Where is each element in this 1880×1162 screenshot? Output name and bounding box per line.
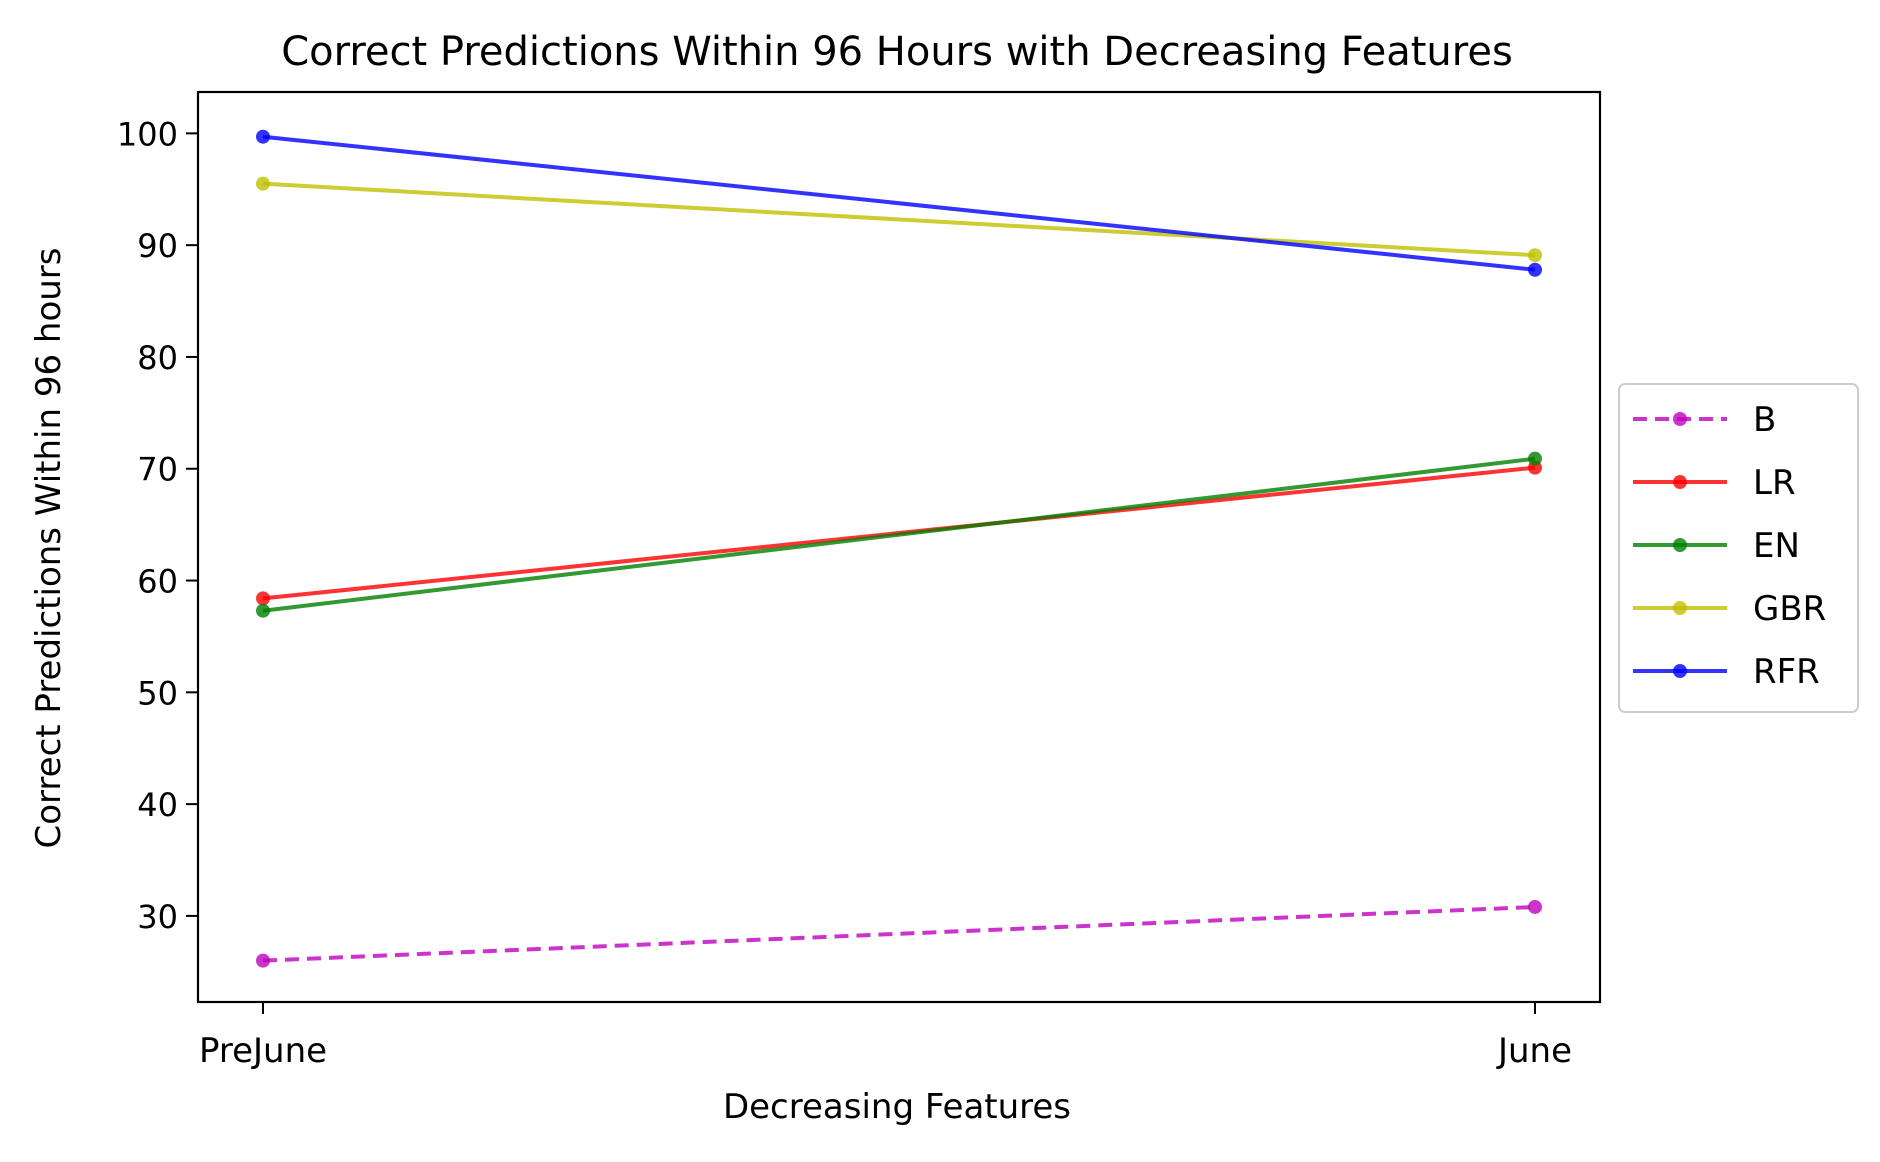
x-tick-label: June [1496, 1031, 1572, 1071]
data-point-b [256, 953, 270, 968]
y-tick-label: 90 [137, 227, 178, 265]
y-tick-label: 60 [137, 563, 178, 601]
legend: B LR EN GBR RFR [1618, 383, 1859, 713]
data-point-en [1528, 451, 1542, 466]
data-point-en [256, 603, 270, 618]
legend-label-rfr: RFR [1753, 652, 1820, 692]
plot-area: 30 40 50 60 70 80 90 100 PreJune June [117, 90, 1602, 1071]
legend-label-b: B [1753, 400, 1776, 440]
y-tick-label: 80 [137, 339, 178, 377]
x-axis-label: Decreasing Features [723, 1087, 1071, 1127]
y-tick-label: 70 [137, 451, 178, 489]
data-point-b [1528, 899, 1542, 914]
series-line-gbr [262, 181, 1536, 258]
y-tick-label: 50 [137, 674, 178, 712]
legend-marker-en [1673, 538, 1687, 552]
data-point-rfr [1528, 262, 1542, 277]
series-line-en [262, 456, 1536, 613]
legend-box [1618, 383, 1859, 713]
plot-frame [196, 90, 1602, 1004]
data-point-gbr [256, 176, 270, 191]
x-tick-label: PreJune [199, 1031, 327, 1071]
data-point-lr [256, 591, 270, 606]
y-tick-label: 40 [137, 786, 178, 824]
legend-label-en: EN [1753, 526, 1800, 566]
legend-marker-rfr [1673, 664, 1687, 678]
y-tick-label: 30 [137, 898, 178, 936]
series-line-rfr [262, 134, 1536, 272]
data-point-rfr [256, 129, 270, 144]
data-point-gbr [1528, 248, 1542, 263]
legend-label-lr: LR [1753, 463, 1796, 503]
legend-marker-b [1673, 412, 1687, 426]
y-tick-label: 100 [117, 115, 178, 153]
legend-marker-lr [1673, 475, 1687, 489]
chart-title: Correct Predictions Within 96 Hours with… [281, 29, 1513, 75]
y-axis-label: Correct Predictions Within 96 hours [29, 248, 69, 849]
legend-marker-gbr [1673, 601, 1687, 615]
legend-label-gbr: GBR [1753, 589, 1826, 629]
series-line-b [262, 904, 1536, 963]
